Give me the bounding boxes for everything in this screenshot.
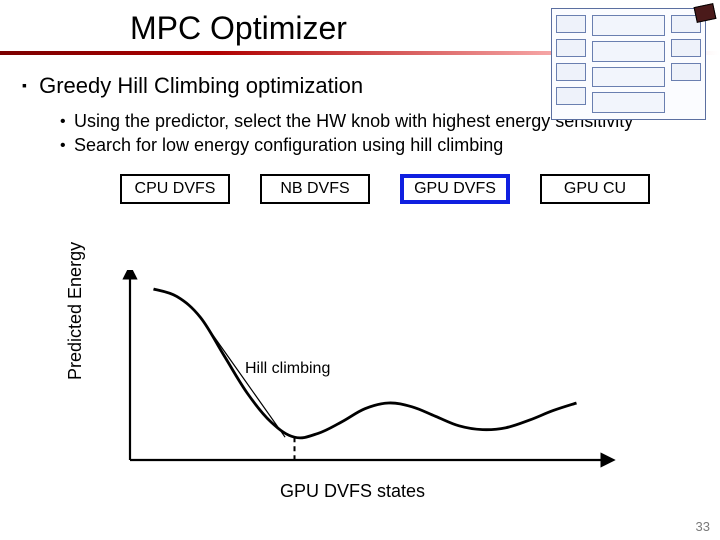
square-bullet-icon: ▪ bbox=[22, 77, 27, 93]
knob-gpu-cu: GPU CU bbox=[540, 174, 650, 204]
bullet-dot-icon: • bbox=[60, 133, 74, 157]
knob-nb-dvfs: NB DVFS bbox=[260, 174, 370, 204]
bullet-item: • Search for low energy configuration us… bbox=[60, 133, 720, 157]
chart-ylabel: Predicted Energy bbox=[65, 242, 86, 380]
architecture-thumbnail bbox=[551, 8, 706, 120]
chart-xlabel: GPU DVFS states bbox=[280, 481, 425, 502]
bullet-dot-icon: • bbox=[60, 109, 74, 133]
knob-gpu-dvfs: GPU DVFS bbox=[400, 174, 510, 204]
energy-chart: Predicted Energy Hill climbing GPU DVFS … bbox=[70, 270, 630, 500]
section-heading-text: Greedy Hill Climbing optimization bbox=[39, 73, 363, 98]
bullet-text: Search for low energy configuration usin… bbox=[74, 133, 503, 157]
knob-cpu-dvfs: CPU DVFS bbox=[120, 174, 230, 204]
slide-number: 33 bbox=[696, 519, 710, 534]
chart-svg bbox=[70, 270, 620, 480]
bullet-text: Using the predictor, select the HW knob … bbox=[74, 109, 633, 133]
chart-annotation: Hill climbing bbox=[245, 360, 330, 378]
knob-row: CPU DVFS NB DVFS GPU DVFS GPU CU bbox=[0, 158, 720, 204]
